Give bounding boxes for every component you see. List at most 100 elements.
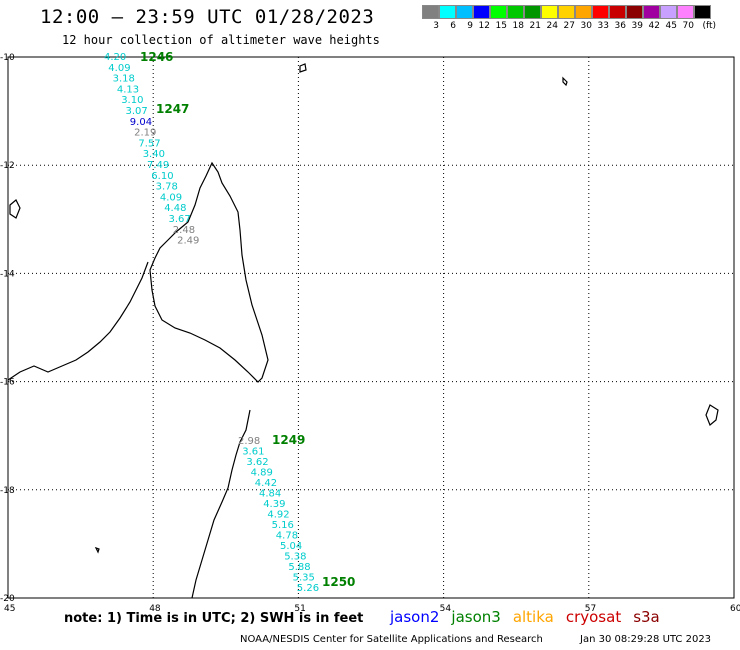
wave-height-value: 4.13 [117, 84, 139, 95]
color-swatch [490, 5, 507, 19]
wave-height-value: 5.16 [272, 520, 294, 531]
wave-height-value: 4.20 [104, 52, 126, 63]
color-swatch [456, 5, 473, 19]
pass-label-1250: 1250 [322, 575, 355, 589]
wave-height-value: 3.10 [121, 95, 143, 106]
wave-height-value: 4.84 [259, 489, 281, 500]
pass-label-1246: 1246 [140, 50, 173, 64]
lon-tick-label: 48 [149, 604, 161, 614]
mauritius-island [705, 404, 719, 426]
wave-height-value: 6.10 [151, 171, 173, 182]
color-scale-label: 21 [529, 21, 541, 31]
legend-jason2: jason2 [390, 608, 440, 626]
credit-line: NOAA/NESDIS Center for Satellite Applica… [240, 634, 543, 645]
track-1-labels: 4.204.093.184.133.103.079.042.197.573.40… [104, 52, 199, 247]
wave-height-value: 4.09 [160, 192, 182, 203]
legend-s3a: s3a [633, 608, 660, 626]
graticule [8, 57, 734, 598]
map-frame [7, 56, 735, 599]
color-swatch [694, 5, 711, 19]
legend-altika: altika [512, 608, 554, 626]
color-scale-label: 18 [512, 21, 524, 31]
color-scale-label: 70 [682, 21, 694, 31]
color-scale-label: 39 [631, 21, 643, 31]
wave-height-value: 4.42 [255, 478, 277, 489]
wave-height-value: 4.39 [263, 499, 285, 510]
lon-tick-label: 54 [440, 604, 452, 614]
coastlines [7, 63, 719, 599]
lat-tick-label: -10 [0, 53, 15, 63]
color-swatch [558, 5, 575, 19]
wave-height-value: 5.04 [280, 541, 302, 552]
map-title: 12:00 – 23:59 UTC 01/28/2023 [40, 6, 375, 28]
track-2-labels: 2.983.613.624.894.424.844.394.925.164.78… [238, 436, 319, 594]
wave-height-value: 4.89 [251, 468, 273, 479]
wave-height-value: 2.19 [134, 128, 156, 139]
color-swatch [592, 5, 609, 19]
color-swatch [507, 5, 524, 19]
color-scale-label: 27 [563, 21, 575, 31]
lat-tick-label: -14 [0, 269, 15, 279]
wave-height-value: 7.49 [147, 160, 169, 171]
legend-jason3: jason3 [451, 608, 501, 626]
color-swatch [422, 5, 439, 19]
color-swatch [643, 5, 660, 19]
wave-height-value: 4.48 [164, 203, 186, 214]
legend-cryosat: cryosat [565, 608, 622, 626]
map-subtitle: 12 hour collection of altimeter wave hei… [62, 33, 380, 47]
wave-height-value: 2.98 [238, 436, 260, 447]
satellite-legend: jason2 jason3 altika cryosat s3a [390, 608, 660, 626]
comoros-island [9, 199, 21, 219]
wave-height-value: 3.62 [246, 457, 268, 468]
generation-timestamp: Jan 30 08:29:28 UTC 2023 [580, 634, 712, 645]
wave-height-value: 3.18 [113, 74, 135, 85]
wave-height-value: 5.38 [284, 552, 306, 563]
color-scale-label: 33 [597, 21, 609, 31]
lon-tick-label: 45 [4, 604, 15, 614]
color-scale-label: 3 [433, 21, 439, 31]
lat-tick-label: -16 [0, 378, 15, 388]
lat-tick-label: -18 [0, 486, 15, 496]
color-scale-label: 45 [665, 21, 677, 31]
wave-height-value: 5.35 [293, 573, 315, 584]
madagascar-east-coast [191, 409, 251, 599]
pass-label-1249: 1249 [272, 433, 305, 447]
lon-tick-label: 51 [294, 604, 305, 614]
color-scale-label: 9 [467, 21, 473, 31]
lon-tick-label: 57 [585, 604, 596, 614]
color-scale-label: 42 [648, 21, 660, 31]
color-scale-label: (ft) [702, 21, 716, 31]
seychelles-islet [562, 76, 568, 87]
color-scale-label: 12 [478, 21, 490, 31]
wave-height-value: 4.92 [267, 510, 289, 521]
color-swatch [473, 5, 490, 19]
wave-height-value: 5.26 [297, 583, 319, 594]
color-swatch [439, 5, 456, 19]
color-swatch [626, 5, 643, 19]
wave-height-value: 4.09 [108, 63, 130, 74]
note-text: note: 1) Time is in UTC; 2) SWH is in fe… [64, 611, 364, 626]
lat-tick-label: -20 [0, 594, 15, 604]
color-swatch [541, 5, 558, 19]
pass-label-1247: 1247 [156, 102, 189, 116]
madagascar-north-coast [149, 161, 269, 383]
lat-tick-label: -12 [0, 161, 15, 171]
color-swatch [575, 5, 592, 19]
color-swatch [609, 5, 626, 19]
wave-height-value: 2.48 [173, 225, 195, 236]
color-scale [422, 5, 711, 19]
mayotte-island [299, 63, 307, 73]
wave-height-value: 9.04 [130, 117, 152, 128]
color-scale-label: 15 [495, 21, 507, 31]
wave-height-value: 3.67 [169, 214, 191, 225]
lon-tick-label: 60 [730, 604, 740, 614]
color-swatch [677, 5, 694, 19]
wave-height-value: 3.61 [242, 447, 264, 458]
color-scale-labels: 3 6 9 12 15 18 21 24 27 30 33 36 39 42 45 70 (ft) [422, 21, 716, 31]
color-swatch [524, 5, 541, 19]
axis-ticks: 45 48 51 54 57 60 -10 -12 -14 -16 -18 -20 [0, 53, 740, 614]
small-islet [94, 546, 100, 554]
wave-height-value: 2.49 [177, 236, 199, 247]
wave-height-value: 3.40 [143, 149, 165, 160]
